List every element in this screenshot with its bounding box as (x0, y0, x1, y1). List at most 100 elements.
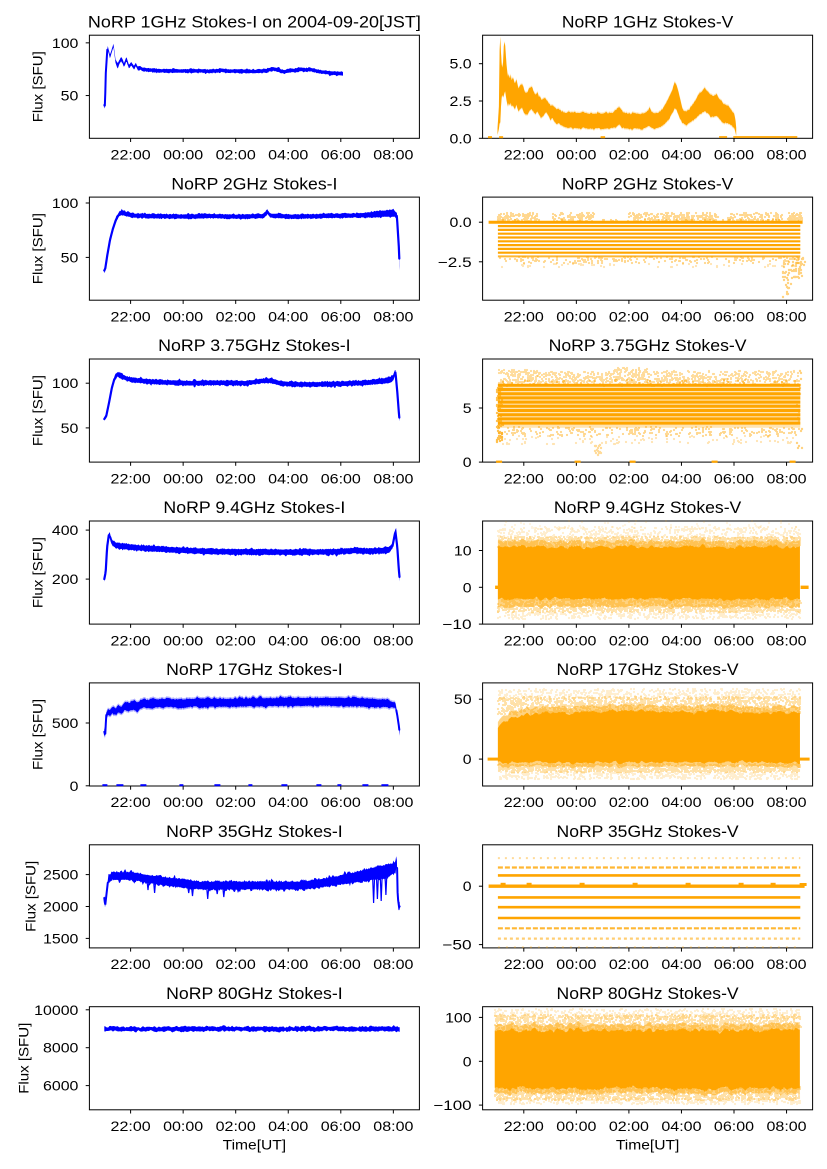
svg-text:04:00: 04:00 (268, 147, 308, 163)
svg-text:04:00: 04:00 (268, 308, 308, 324)
svg-text:Time[UT]: Time[UT] (616, 1137, 680, 1153)
svg-text:0: 0 (463, 878, 472, 894)
svg-text:02:00: 02:00 (609, 308, 649, 324)
svg-text:400: 400 (52, 522, 79, 538)
svg-text:02:00: 02:00 (609, 1118, 649, 1134)
svg-text:02:00: 02:00 (609, 956, 649, 972)
svg-text:04:00: 04:00 (661, 794, 701, 810)
svg-text:02:00: 02:00 (609, 794, 649, 810)
svg-text:0.0: 0.0 (450, 130, 472, 146)
svg-text:1500: 1500 (43, 930, 79, 946)
svg-text:00:00: 00:00 (556, 1118, 596, 1134)
svg-text:00:00: 00:00 (556, 147, 596, 163)
svg-text:06:00: 06:00 (321, 308, 361, 324)
svg-text:Flux [SFU]: Flux [SFU] (29, 699, 45, 770)
svg-text:08:00: 08:00 (767, 470, 807, 486)
svg-text:100: 100 (52, 35, 79, 51)
svg-text:22:00: 22:00 (111, 470, 151, 486)
svg-text:08:00: 08:00 (373, 308, 413, 324)
svg-text:08:00: 08:00 (767, 632, 807, 648)
svg-text:5: 5 (463, 400, 472, 416)
svg-text:08:00: 08:00 (767, 1118, 807, 1134)
svg-text:04:00: 04:00 (661, 147, 701, 163)
svg-text:100: 100 (52, 195, 79, 211)
svg-text:NoRP 1GHz Stokes-V: NoRP 1GHz Stokes-V (562, 12, 734, 31)
svg-text:Flux [SFU]: Flux [SFU] (29, 375, 45, 446)
svg-text:Flux [SFU]: Flux [SFU] (22, 861, 38, 932)
svg-text:02:00: 02:00 (609, 147, 649, 163)
svg-text:NoRP 9.4GHz Stokes-V: NoRP 9.4GHz Stokes-V (554, 498, 742, 517)
svg-text:00:00: 00:00 (556, 632, 596, 648)
svg-text:Flux [SFU]: Flux [SFU] (15, 1023, 31, 1094)
svg-text:NoRP 80GHz Stokes-I: NoRP 80GHz Stokes-I (166, 984, 343, 1003)
svg-text:08:00: 08:00 (767, 147, 807, 163)
svg-text:50: 50 (61, 249, 79, 265)
svg-text:02:00: 02:00 (216, 632, 256, 648)
svg-text:NoRP 17GHz Stokes-V: NoRP 17GHz Stokes-V (557, 660, 740, 679)
svg-text:04:00: 04:00 (661, 632, 701, 648)
svg-text:22:00: 22:00 (111, 1118, 151, 1134)
svg-text:22:00: 22:00 (111, 632, 151, 648)
svg-text:08:00: 08:00 (373, 1118, 413, 1134)
svg-text:06:00: 06:00 (321, 147, 361, 163)
svg-text:5.0: 5.0 (450, 56, 472, 72)
svg-text:08:00: 08:00 (767, 794, 807, 810)
svg-text:NoRP 3.75GHz Stokes-V: NoRP 3.75GHz Stokes-V (549, 336, 748, 355)
svg-text:22:00: 22:00 (504, 1118, 544, 1134)
svg-text:06:00: 06:00 (714, 632, 754, 648)
svg-text:02:00: 02:00 (216, 308, 256, 324)
svg-text:08:00: 08:00 (373, 794, 413, 810)
svg-text:100: 100 (445, 1009, 472, 1025)
svg-text:04:00: 04:00 (661, 956, 701, 972)
svg-text:2500: 2500 (43, 867, 79, 883)
svg-text:06:00: 06:00 (714, 147, 754, 163)
svg-text:00:00: 00:00 (163, 1118, 203, 1134)
svg-text:22:00: 22:00 (111, 308, 151, 324)
svg-text:NoRP 9.4GHz Stokes-I: NoRP 9.4GHz Stokes-I (163, 498, 345, 517)
svg-text:06:00: 06:00 (714, 794, 754, 810)
svg-text:02:00: 02:00 (216, 147, 256, 163)
svg-text:22:00: 22:00 (504, 308, 544, 324)
svg-text:00:00: 00:00 (556, 308, 596, 324)
svg-text:00:00: 00:00 (163, 470, 203, 486)
svg-text:50: 50 (61, 420, 79, 436)
svg-text:04:00: 04:00 (268, 470, 308, 486)
svg-text:100: 100 (52, 375, 79, 391)
svg-text:02:00: 02:00 (216, 956, 256, 972)
svg-text:02:00: 02:00 (216, 794, 256, 810)
svg-text:02:00: 02:00 (609, 470, 649, 486)
svg-text:2.5: 2.5 (450, 93, 472, 109)
svg-text:06:00: 06:00 (714, 1118, 754, 1134)
svg-text:Time[UT]: Time[UT] (223, 1137, 287, 1153)
svg-text:06:00: 06:00 (714, 470, 754, 486)
svg-text:10000: 10000 (34, 1002, 78, 1018)
svg-text:0: 0 (463, 454, 472, 470)
svg-text:22:00: 22:00 (504, 632, 544, 648)
svg-text:06:00: 06:00 (321, 956, 361, 972)
svg-text:04:00: 04:00 (268, 794, 308, 810)
svg-text:04:00: 04:00 (268, 632, 308, 648)
svg-text:06:00: 06:00 (321, 470, 361, 486)
svg-text:NoRP 2GHz Stokes-V: NoRP 2GHz Stokes-V (562, 174, 734, 193)
svg-text:06:00: 06:00 (321, 794, 361, 810)
svg-text:08:00: 08:00 (767, 308, 807, 324)
svg-text:0: 0 (463, 579, 472, 595)
svg-text:0: 0 (463, 1053, 472, 1069)
svg-text:200: 200 (52, 571, 79, 587)
svg-text:06:00: 06:00 (714, 956, 754, 972)
svg-text:NoRP 80GHz Stokes-V: NoRP 80GHz Stokes-V (557, 984, 740, 1003)
svg-text:08:00: 08:00 (373, 956, 413, 972)
svg-text:Flux [SFU]: Flux [SFU] (29, 537, 45, 608)
svg-text:04:00: 04:00 (268, 1118, 308, 1134)
svg-text:22:00: 22:00 (504, 147, 544, 163)
svg-text:06:00: 06:00 (714, 308, 754, 324)
svg-text:2000: 2000 (43, 899, 79, 915)
svg-text:04:00: 04:00 (661, 1118, 701, 1134)
svg-text:00:00: 00:00 (163, 794, 203, 810)
svg-text:00:00: 00:00 (163, 956, 203, 972)
svg-text:02:00: 02:00 (216, 470, 256, 486)
svg-text:22:00: 22:00 (111, 147, 151, 163)
svg-text:00:00: 00:00 (163, 147, 203, 163)
svg-text:50: 50 (61, 88, 79, 104)
svg-text:04:00: 04:00 (661, 308, 701, 324)
